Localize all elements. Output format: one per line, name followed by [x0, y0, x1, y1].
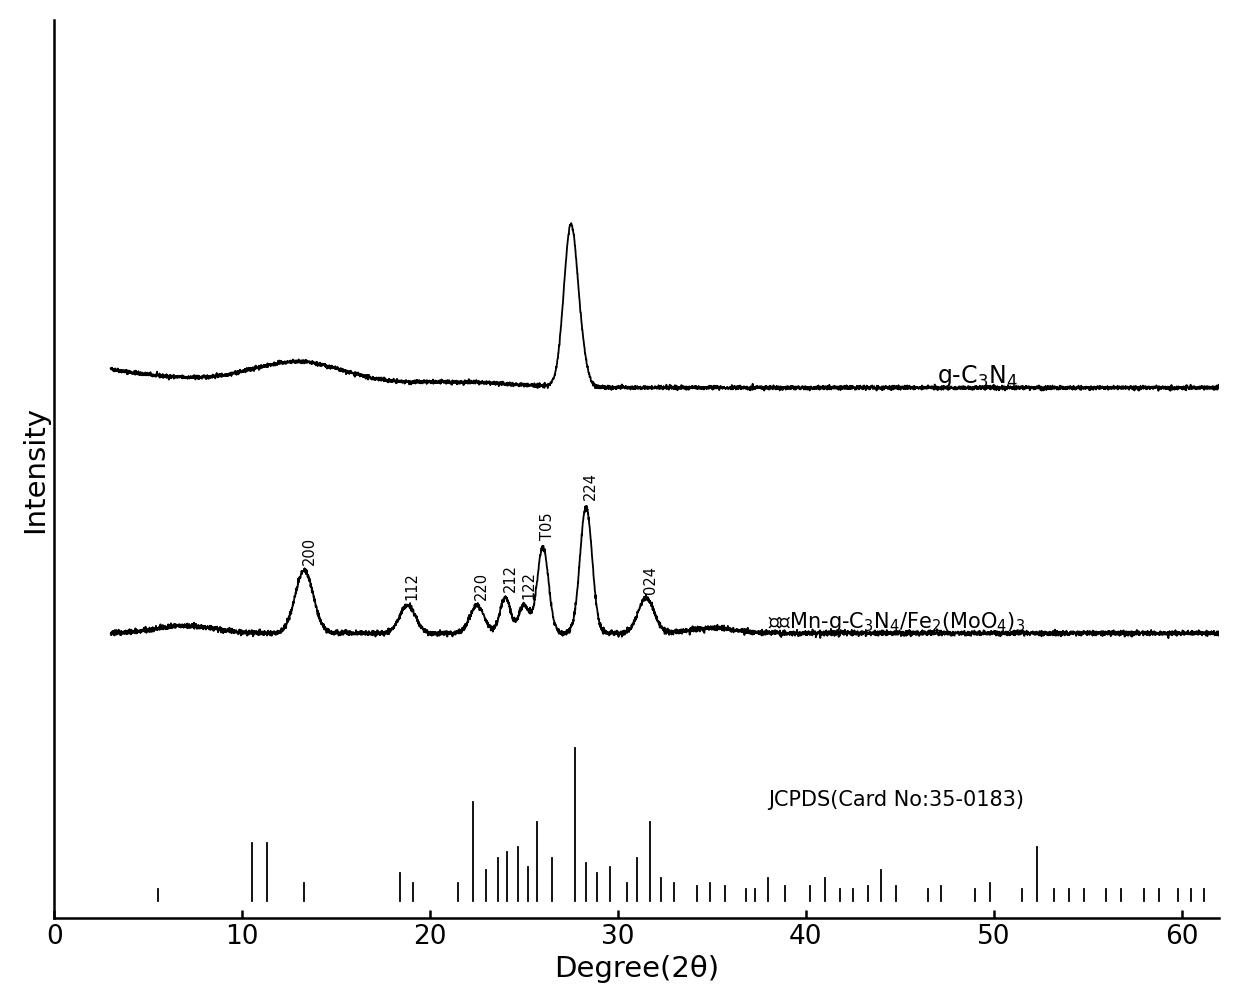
Text: T05: T05 [541, 513, 556, 540]
Text: 212: 212 [502, 564, 517, 592]
Text: 220: 220 [474, 572, 490, 600]
Text: JCPDS(Card No:35-0183): JCPDS(Card No:35-0183) [769, 789, 1024, 809]
Text: 224: 224 [583, 471, 598, 499]
Text: 122: 122 [521, 571, 536, 599]
Text: 200: 200 [301, 537, 316, 565]
Text: 管状Mn-g-C$_3$N$_4$/Fe$_2$(MoO$_4$)$_3$: 管状Mn-g-C$_3$N$_4$/Fe$_2$(MoO$_4$)$_3$ [769, 610, 1025, 634]
Text: 024: 024 [644, 566, 658, 594]
Text: 112: 112 [404, 571, 420, 599]
Text: g-C$_3$N$_4$: g-C$_3$N$_4$ [937, 363, 1018, 390]
Y-axis label: Intensity: Intensity [21, 406, 48, 533]
X-axis label: Degree(2θ): Degree(2θ) [554, 954, 719, 982]
